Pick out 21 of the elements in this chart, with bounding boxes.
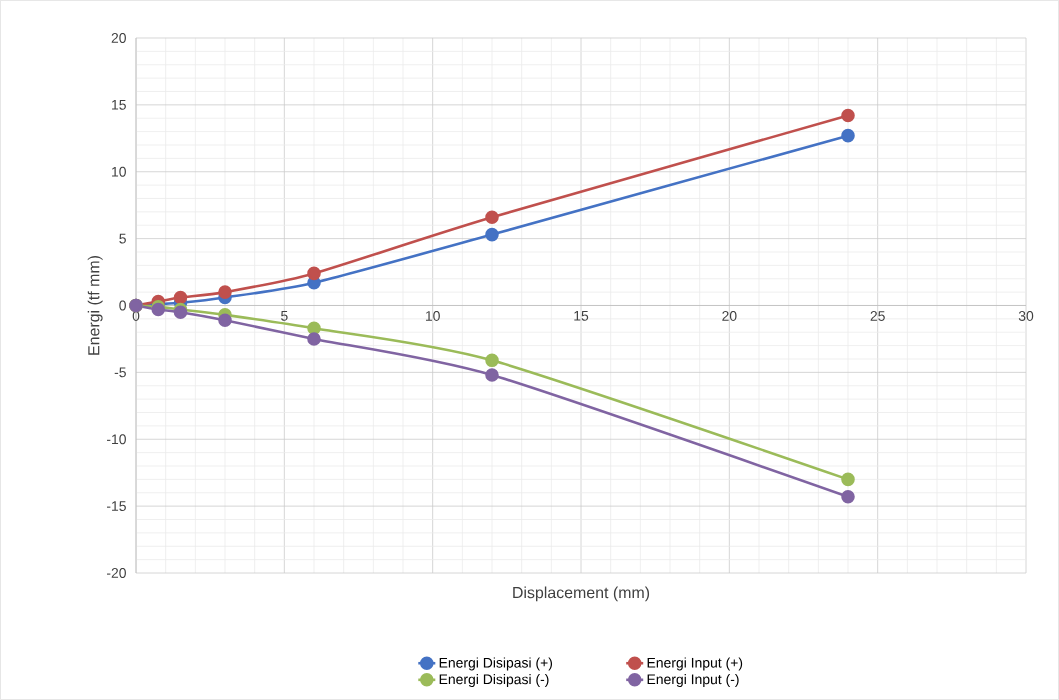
y-tick-label: -15 — [106, 501, 126, 511]
legend-label: Energi Disipasi (-) — [439, 674, 549, 688]
y-tick-label: -10 — [106, 434, 126, 445]
y-tick-label: 10 — [112, 166, 126, 177]
x-tick-label: 5 — [281, 311, 288, 321]
x-tick-label: 30 — [1018, 311, 1034, 321]
legend-label: Energi Disipasi (+) — [439, 657, 553, 671]
y-tick-label: 15 — [112, 100, 126, 110]
x-axis-title: Displacement (mm) — [513, 586, 650, 602]
y-tick-label: 20 — [111, 33, 126, 43]
x-tick-label: 10 — [425, 311, 440, 321]
x-tick-label: 15 — [574, 311, 589, 321]
y-tick-label: -5 — [114, 367, 126, 378]
y-axis-title: Energi (tf mm) — [87, 256, 103, 355]
y-tick-label: 5 — [119, 233, 126, 244]
x-tick-label: 20 — [722, 311, 737, 321]
legend-label: Energi Input (+) — [647, 657, 743, 671]
y-tick-label: 0 — [119, 300, 126, 311]
x-tick-label: 25 — [870, 311, 885, 321]
legend-label: Energi Input (-) — [647, 674, 739, 688]
y-tick-label: -20 — [106, 568, 126, 578]
